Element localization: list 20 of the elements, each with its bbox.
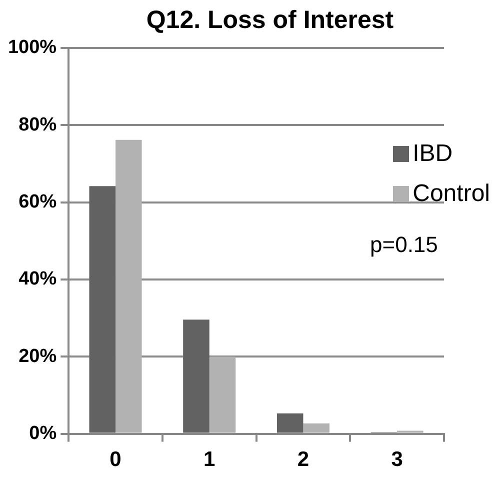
bar: [209, 356, 236, 433]
y-tick-label: 100%: [8, 37, 57, 58]
x-tick-label: 0: [110, 448, 122, 472]
legend-label: Control: [412, 180, 490, 208]
chart-title: Q12. Loss of Interest: [145, 6, 395, 35]
bar: [303, 423, 330, 433]
legend-label: IBD: [412, 140, 453, 168]
x-tick-label: 3: [391, 448, 403, 472]
x-tick-label: 2: [297, 448, 310, 472]
y-tick-label: 60%: [18, 192, 57, 213]
y-tick-label: 20%: [18, 346, 57, 367]
bar: [89, 186, 116, 433]
bar: [116, 140, 142, 433]
x-tick-label: 1: [204, 448, 216, 472]
bar: [183, 320, 210, 433]
y-tick-label: 40%: [18, 268, 57, 290]
bar: [276, 413, 304, 433]
y-tick-label: 0%: [29, 423, 57, 444]
y-tick-label: 80%: [18, 114, 57, 136]
annotation: p=0.15: [370, 232, 438, 258]
